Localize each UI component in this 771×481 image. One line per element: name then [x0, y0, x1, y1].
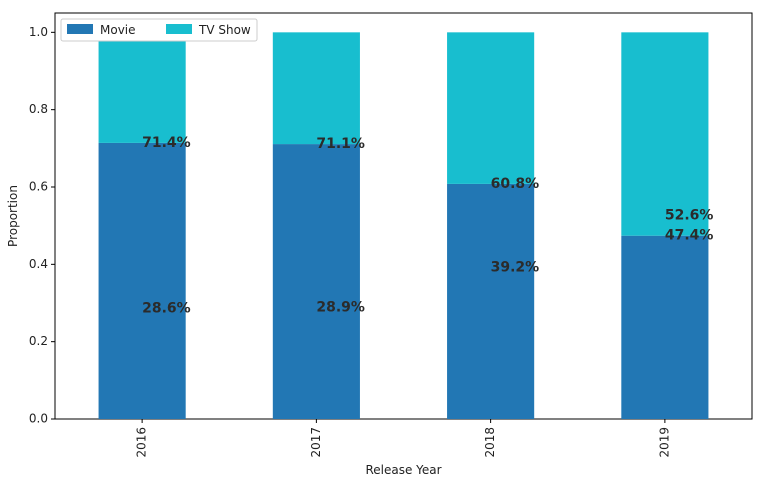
y-tick-label: 0.4	[29, 257, 48, 271]
legend-swatch-tv-show	[166, 24, 192, 34]
data-label: 60.8%	[491, 176, 540, 192]
bar-tv-show-2019	[621, 32, 709, 236]
y-axis: 0.0 0.2 0.4 0.6 0.8 1.0	[29, 25, 55, 426]
x-tick-label: 2016	[135, 427, 149, 458]
bar-tv-show-2017	[272, 32, 360, 145]
data-label: 71.1%	[316, 136, 365, 152]
bar-movie-2018	[447, 183, 535, 419]
bars-group	[98, 32, 709, 420]
bar-movie-2017	[272, 144, 360, 419]
x-axis: 2016 2017 2018 2019	[135, 419, 671, 458]
data-label: 47.4%	[665, 228, 714, 244]
legend: Movie TV Show	[60, 18, 258, 42]
data-label: 39.2%	[491, 259, 540, 275]
bar-tv-show-2018	[447, 32, 535, 184]
y-tick-label: 0.2	[29, 334, 48, 348]
x-tick-label: 2018	[483, 427, 497, 458]
data-labels-group: 71.4% 28.6% 71.1% 28.9% 60.8% 39.2% 47.4% 52.6%	[142, 135, 713, 316]
y-tick-label: 0.6	[29, 180, 48, 194]
x-tick-label: 2017	[309, 427, 323, 458]
y-tick-label: 0.0	[29, 412, 48, 426]
x-tick-label: 2019	[657, 427, 671, 458]
x-axis-label: Release Year	[365, 463, 441, 477]
legend-label-movie: Movie	[100, 23, 136, 37]
legend-label-tv-show: TV Show	[198, 23, 251, 37]
data-label: 28.9%	[316, 299, 365, 315]
bar-tv-show-2016	[98, 32, 186, 143]
y-axis-label: Proportion	[6, 185, 20, 247]
plot-area	[54, 12, 753, 420]
bar-movie-2019	[621, 235, 709, 419]
data-label: 71.4%	[142, 135, 191, 151]
data-label: 28.6%	[142, 300, 191, 316]
y-tick-label: 1.0	[29, 25, 48, 39]
legend-swatch-movie	[67, 24, 93, 34]
legend-box	[60, 18, 258, 42]
plot-frame	[54, 12, 753, 420]
data-label: 52.6%	[665, 208, 714, 224]
y-tick-label: 0.8	[29, 102, 48, 116]
bar-movie-2016	[98, 142, 186, 420]
